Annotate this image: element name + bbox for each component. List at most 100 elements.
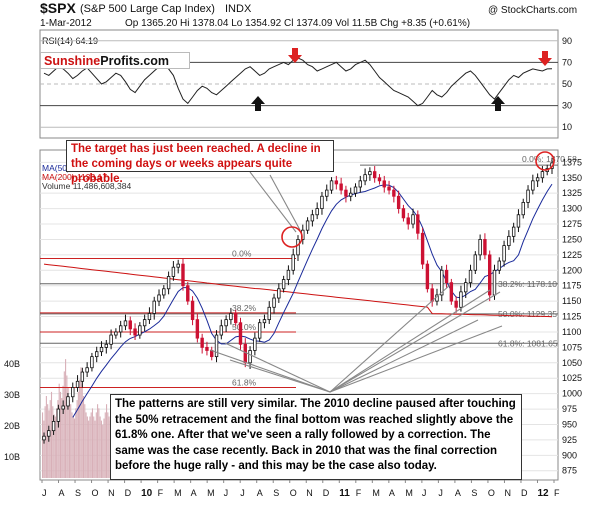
candle-body	[123, 320, 128, 327]
y-tick-label: 1000	[562, 389, 582, 399]
candle-body	[56, 408, 61, 422]
x-tick-label: 10	[141, 488, 153, 499]
candle-body	[526, 189, 530, 203]
pointer-line	[269, 174, 301, 231]
x-tick-label: J	[224, 488, 229, 498]
y-tick-label: 1100	[562, 327, 581, 337]
x-tick-label: A	[455, 488, 461, 498]
rsi-tick-label: 10	[562, 122, 572, 132]
candle-body	[468, 269, 473, 284]
volume-bar	[107, 412, 109, 478]
volume-bar	[91, 408, 94, 478]
y-tick-label: 975	[562, 404, 577, 414]
y-tick-label: 875	[562, 466, 577, 476]
volume-bar	[106, 404, 108, 478]
candle-body	[75, 380, 80, 388]
candle-body	[200, 337, 204, 348]
legend-volume: Volume 11,486,608,384	[42, 181, 131, 191]
pointer-line	[329, 291, 501, 393]
candle-body	[99, 346, 104, 353]
rsi-tick-label: 70	[562, 57, 572, 67]
y-tick-label: 1350	[562, 173, 582, 183]
volume-bar	[77, 391, 79, 478]
volume-bar	[72, 416, 74, 478]
candle-body	[253, 337, 257, 351]
candle-body	[277, 288, 281, 299]
candle-body	[162, 288, 166, 296]
volume-bar	[62, 385, 64, 478]
legend-ma200: MA(200) 1133.17	[42, 172, 107, 182]
index-name: (S&P 500 Large Cap Index)	[80, 3, 215, 15]
candle-body	[401, 208, 406, 219]
volume-bar	[56, 408, 58, 478]
ma200-line	[43, 263, 553, 318]
candle-body	[430, 288, 434, 302]
volume-bar	[82, 396, 85, 478]
volume-tick-label: 10B	[4, 452, 20, 462]
quote-line: Op 1365.20 Hi 1378.04 Lo 1354.92 Cl 1374…	[125, 18, 470, 29]
volume-bar	[74, 418, 76, 478]
rsi-tick-label: 90	[562, 36, 572, 46]
x-tick-label: 12	[537, 488, 549, 499]
arrow-up-black	[491, 96, 505, 111]
x-tick-label: M	[174, 488, 182, 498]
y-tick-label: 1025	[562, 373, 582, 383]
candle-body	[344, 189, 348, 197]
candle-body	[267, 306, 271, 321]
volume-bar	[103, 418, 105, 478]
candle-body	[138, 325, 142, 336]
candle-body	[71, 387, 75, 398]
y-tick-label: 1175	[562, 281, 581, 291]
candle-body	[516, 214, 521, 228]
candle-body	[492, 269, 497, 296]
x-tick-label: N	[108, 488, 115, 498]
logo-part-1: Sunshine	[44, 54, 101, 68]
y-tick-label: 1150	[562, 296, 581, 306]
fib-2010-label: 38.2%	[232, 303, 257, 313]
volume-bar	[43, 420, 45, 478]
y-tick-label: 950	[562, 419, 577, 429]
candle-body	[315, 208, 319, 216]
volume-bar	[47, 404, 49, 478]
candle-body	[176, 263, 180, 268]
volume-bar	[71, 412, 73, 478]
rsi-tick-label: 50	[562, 79, 572, 89]
candle-body	[420, 232, 425, 265]
candle-body	[219, 325, 224, 336]
candle-body	[291, 254, 295, 271]
y-tick-label: 1125	[562, 312, 581, 322]
candle-body	[42, 435, 46, 441]
logo-part-2: Profits.com	[100, 54, 170, 68]
volume-tick-label: 40B	[4, 359, 20, 369]
volume-bar	[68, 400, 70, 478]
x-tick-label: 11	[339, 488, 350, 499]
candle-body	[142, 319, 147, 327]
ma50-line	[72, 183, 553, 418]
candle-body	[157, 294, 161, 302]
exchange-label: INDX	[225, 3, 252, 15]
candle-body	[104, 343, 109, 348]
candle-body	[114, 331, 118, 336]
candle-body	[406, 217, 410, 225]
candle-body	[214, 334, 219, 358]
volume-bar	[85, 412, 87, 478]
y-tick-label: 1275	[562, 219, 582, 229]
volume-bar	[45, 396, 47, 478]
volume-bar	[49, 400, 51, 478]
x-tick-label: S	[273, 488, 279, 498]
candle-body	[382, 180, 386, 188]
volume-bar	[97, 404, 99, 478]
fib-label-top: 0.0%: 1370.58	[522, 154, 577, 164]
x-tick-label: A	[257, 488, 263, 498]
candle-body	[387, 186, 391, 191]
candle-body	[305, 220, 310, 231]
annotation-target-reached: The target has just been reached. A decl…	[66, 140, 334, 185]
pointer-line	[209, 349, 331, 393]
candle-body	[147, 313, 152, 321]
candle-body	[372, 171, 377, 179]
candle-body	[459, 291, 463, 308]
date-label: 1-Mar-2012	[40, 18, 92, 29]
candle-body	[238, 322, 243, 345]
